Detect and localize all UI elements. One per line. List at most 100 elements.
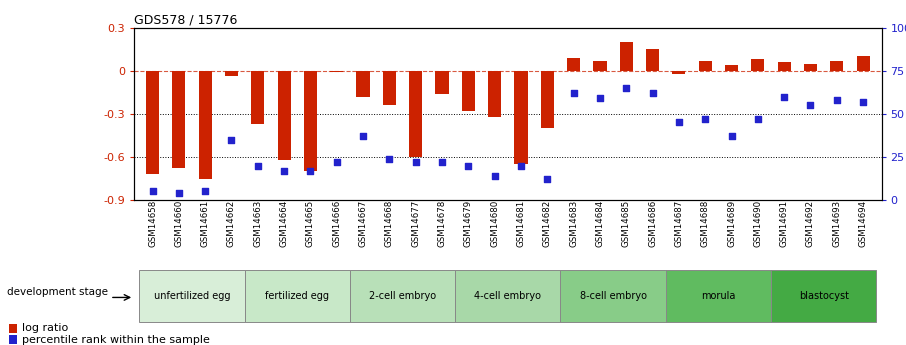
Text: GSM14683: GSM14683 — [569, 200, 578, 247]
FancyBboxPatch shape — [245, 270, 350, 322]
Point — [724, 134, 738, 139]
Text: GSM14663: GSM14663 — [254, 200, 262, 247]
Bar — [488, 71, 501, 117]
Bar — [856, 56, 870, 71]
Bar — [646, 49, 660, 71]
Text: GSM14666: GSM14666 — [333, 200, 342, 247]
FancyBboxPatch shape — [140, 270, 245, 322]
Text: GSM14678: GSM14678 — [438, 200, 447, 247]
Bar — [541, 71, 554, 128]
Bar — [304, 71, 317, 171]
Bar — [699, 61, 712, 71]
Bar — [198, 71, 212, 179]
FancyBboxPatch shape — [350, 270, 455, 322]
Point — [540, 177, 554, 182]
Point — [251, 163, 265, 168]
Text: GSM14688: GSM14688 — [700, 200, 709, 247]
Text: GSM14658: GSM14658 — [148, 200, 157, 247]
Point — [645, 90, 660, 96]
Text: morula: morula — [701, 291, 736, 301]
Point — [777, 94, 792, 99]
Point — [487, 173, 502, 179]
Bar — [567, 58, 580, 71]
Text: GSM14681: GSM14681 — [516, 200, 525, 247]
Point — [171, 190, 186, 196]
Bar — [330, 71, 343, 72]
FancyBboxPatch shape — [666, 270, 771, 322]
Bar — [777, 62, 791, 71]
Bar — [620, 42, 632, 71]
Text: log ratio: log ratio — [22, 323, 68, 333]
Point — [566, 90, 581, 96]
Text: development stage: development stage — [6, 287, 108, 297]
Text: GSM14694: GSM14694 — [859, 200, 868, 247]
Text: GSM14679: GSM14679 — [464, 200, 473, 247]
Point — [856, 99, 871, 105]
Text: GSM14662: GSM14662 — [227, 200, 236, 247]
Text: GSM14685: GSM14685 — [622, 200, 631, 247]
Bar — [804, 63, 817, 71]
Bar — [410, 71, 422, 157]
Bar — [356, 71, 370, 97]
Point — [382, 156, 397, 161]
Text: GSM14691: GSM14691 — [780, 200, 788, 247]
Point — [304, 168, 318, 174]
FancyBboxPatch shape — [561, 270, 666, 322]
Bar — [462, 71, 475, 111]
Bar — [830, 61, 843, 71]
Text: 4-cell embryo: 4-cell embryo — [475, 291, 541, 301]
Text: GSM14687: GSM14687 — [674, 200, 683, 247]
Text: GSM14660: GSM14660 — [174, 200, 183, 247]
Text: GSM14693: GSM14693 — [833, 200, 842, 247]
Point — [619, 85, 633, 91]
Bar — [146, 71, 159, 174]
Bar — [751, 59, 765, 71]
Text: GSM14664: GSM14664 — [280, 200, 289, 247]
Bar — [172, 71, 186, 168]
Point — [804, 102, 818, 108]
Text: 8-cell embryo: 8-cell embryo — [580, 291, 647, 301]
Point — [593, 96, 607, 101]
Bar — [672, 71, 686, 73]
Bar — [593, 61, 606, 71]
Point — [671, 120, 686, 125]
Point — [461, 163, 476, 168]
Text: GSM14668: GSM14668 — [385, 200, 394, 247]
Text: GSM14690: GSM14690 — [754, 200, 762, 247]
Text: GSM14677: GSM14677 — [411, 200, 420, 247]
Text: fertilized egg: fertilized egg — [265, 291, 329, 301]
Point — [198, 189, 212, 194]
Point — [409, 159, 423, 165]
Point — [330, 159, 344, 165]
Text: GSM14680: GSM14680 — [490, 200, 499, 247]
Text: 2-cell embryo: 2-cell embryo — [369, 291, 436, 301]
Point — [514, 163, 528, 168]
Point — [277, 168, 292, 174]
Point — [224, 137, 238, 142]
Text: GSM14665: GSM14665 — [306, 200, 315, 247]
Text: GSM14661: GSM14661 — [200, 200, 209, 247]
Bar — [251, 71, 265, 124]
Text: GSM14689: GSM14689 — [727, 200, 736, 247]
Text: GDS578 / 15776: GDS578 / 15776 — [134, 13, 237, 27]
Point — [698, 116, 712, 122]
Bar — [225, 71, 238, 77]
Bar — [9, 335, 17, 344]
Point — [750, 116, 765, 122]
Text: GSM14684: GSM14684 — [595, 200, 604, 247]
Bar — [436, 71, 448, 94]
Bar — [383, 71, 396, 105]
Text: blastocyst: blastocyst — [798, 291, 849, 301]
Text: GSM14692: GSM14692 — [806, 200, 815, 247]
Bar — [725, 65, 738, 71]
Bar — [277, 71, 291, 160]
Bar — [515, 71, 527, 164]
Text: GSM14686: GSM14686 — [648, 200, 657, 247]
Text: GSM14682: GSM14682 — [543, 200, 552, 247]
Text: GSM14667: GSM14667 — [359, 200, 368, 247]
Point — [435, 159, 449, 165]
FancyBboxPatch shape — [771, 270, 876, 322]
Bar — [9, 324, 17, 333]
Text: unfertilized egg: unfertilized egg — [154, 291, 230, 301]
Point — [356, 134, 371, 139]
